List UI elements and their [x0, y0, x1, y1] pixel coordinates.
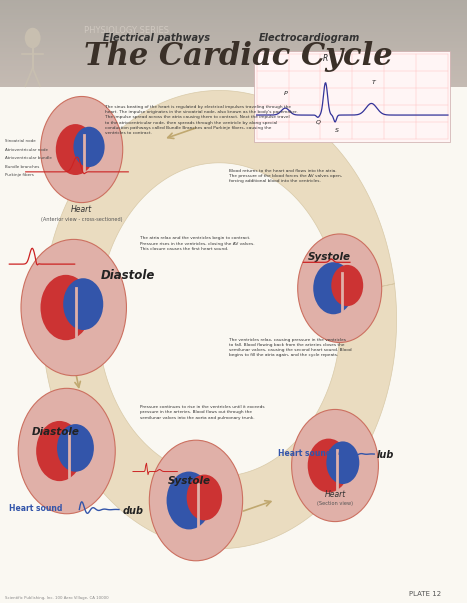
Bar: [0, 71, 466, 73]
Text: Sinoatrial node: Sinoatrial node: [5, 139, 36, 144]
Text: Diastole: Diastole: [100, 269, 155, 282]
Bar: [0, 31, 466, 34]
Wedge shape: [56, 124, 95, 175]
Bar: [0, 28, 466, 31]
Bar: [0, 83, 466, 84]
Text: T: T: [372, 80, 375, 85]
Bar: [0, 69, 466, 71]
Bar: [0, 63, 466, 66]
Wedge shape: [18, 388, 115, 514]
Bar: [0, 84, 466, 86]
Bar: [0, 7, 466, 9]
Text: Electrocardiogram: Electrocardiogram: [259, 33, 360, 43]
Bar: [0, 1, 466, 3]
Bar: [0, 56, 466, 58]
Wedge shape: [36, 421, 83, 481]
Bar: [0, 78, 466, 80]
Wedge shape: [41, 96, 123, 203]
Circle shape: [25, 28, 41, 48]
Wedge shape: [313, 262, 354, 314]
Bar: [0, 65, 466, 67]
Polygon shape: [42, 90, 397, 549]
Bar: [0, 36, 466, 38]
Bar: [0, 40, 466, 42]
Wedge shape: [326, 441, 359, 484]
Text: Atrioventricular bundle: Atrioventricular bundle: [5, 156, 52, 160]
Text: Systole: Systole: [308, 253, 351, 262]
Wedge shape: [298, 234, 382, 343]
Bar: [0, 10, 466, 11]
Text: Scientific Publishing, Inc. 100 Aero Village, CA 10000: Scientific Publishing, Inc. 100 Aero Vil…: [5, 596, 108, 601]
Text: Blood returns to the heart and flows into the atria.
The pressure of the blood f: Blood returns to the heart and flows int…: [228, 169, 342, 183]
Bar: [0, 77, 466, 79]
Bar: [0, 51, 466, 52]
Text: Heart sound: Heart sound: [278, 449, 331, 458]
Bar: [0, 52, 466, 54]
Text: S: S: [335, 128, 339, 133]
Text: Bundle branches: Bundle branches: [5, 165, 39, 169]
Text: Heart: Heart: [324, 490, 346, 499]
Bar: [0, 46, 466, 48]
Text: P: P: [283, 91, 287, 96]
Bar: [0, 8, 466, 10]
Bar: [0, 23, 466, 25]
Bar: [0, 60, 466, 63]
Text: The ventricles relax, causing pressure in the ventricles
to fall. Blood flowing : The ventricles relax, causing pressure i…: [228, 338, 351, 358]
Bar: [0, 39, 466, 41]
Text: PLATE 12: PLATE 12: [409, 591, 441, 597]
Bar: [0, 2, 466, 4]
Bar: [0, 30, 466, 32]
Bar: [0, 18, 466, 21]
Wedge shape: [331, 265, 363, 306]
Wedge shape: [40, 275, 91, 340]
Bar: [0, 74, 466, 76]
Bar: [0, 59, 466, 62]
Wedge shape: [21, 239, 127, 376]
Bar: [0, 17, 466, 19]
Text: Atrioventricular node: Atrioventricular node: [5, 148, 48, 152]
Text: (Section view): (Section view): [317, 501, 353, 507]
Bar: [0, 26, 466, 28]
Bar: [0, 81, 466, 83]
Text: Systole: Systole: [168, 476, 211, 485]
Bar: [0, 53, 466, 55]
Text: R: R: [323, 54, 328, 63]
Wedge shape: [166, 472, 211, 529]
Bar: [0, 0, 466, 1]
Bar: [0, 5, 466, 7]
Bar: [0, 55, 466, 57]
Bar: [0, 58, 466, 60]
Text: Q: Q: [316, 119, 321, 124]
Bar: [0, 37, 466, 39]
Bar: [0, 11, 466, 13]
Bar: [0, 49, 466, 51]
Bar: [0, 14, 466, 16]
Bar: [0, 72, 466, 74]
Bar: [0, 16, 466, 17]
Text: The Cardiac Cycle: The Cardiac Cycle: [84, 40, 392, 72]
Wedge shape: [292, 409, 378, 522]
Bar: [0, 20, 466, 22]
Wedge shape: [57, 424, 94, 472]
Wedge shape: [187, 475, 222, 520]
Text: (Anterior view - cross-sectioned): (Anterior view - cross-sectioned): [41, 217, 122, 223]
Text: Purkinje fibers: Purkinje fibers: [5, 173, 34, 177]
Bar: [0, 21, 466, 24]
Bar: [0, 4, 466, 6]
Text: The sinus beating of the heart is regulated by electrical impulses traveling thr: The sinus beating of the heart is regula…: [105, 105, 298, 135]
Bar: [0, 86, 466, 87]
Bar: [0, 48, 466, 49]
FancyBboxPatch shape: [254, 51, 450, 142]
Bar: [0, 80, 466, 81]
Text: Heart sound: Heart sound: [9, 504, 63, 513]
Bar: [0, 27, 466, 29]
Bar: [0, 42, 466, 43]
Text: The atria relax and the ventricles begin to contract.
Pressure rises in the vent: The atria relax and the ventricles begin…: [140, 236, 255, 251]
Bar: [0, 33, 466, 35]
Bar: [0, 34, 466, 36]
Wedge shape: [73, 127, 105, 167]
Bar: [0, 68, 466, 70]
Text: dub: dub: [123, 506, 144, 516]
Bar: [0, 43, 466, 45]
